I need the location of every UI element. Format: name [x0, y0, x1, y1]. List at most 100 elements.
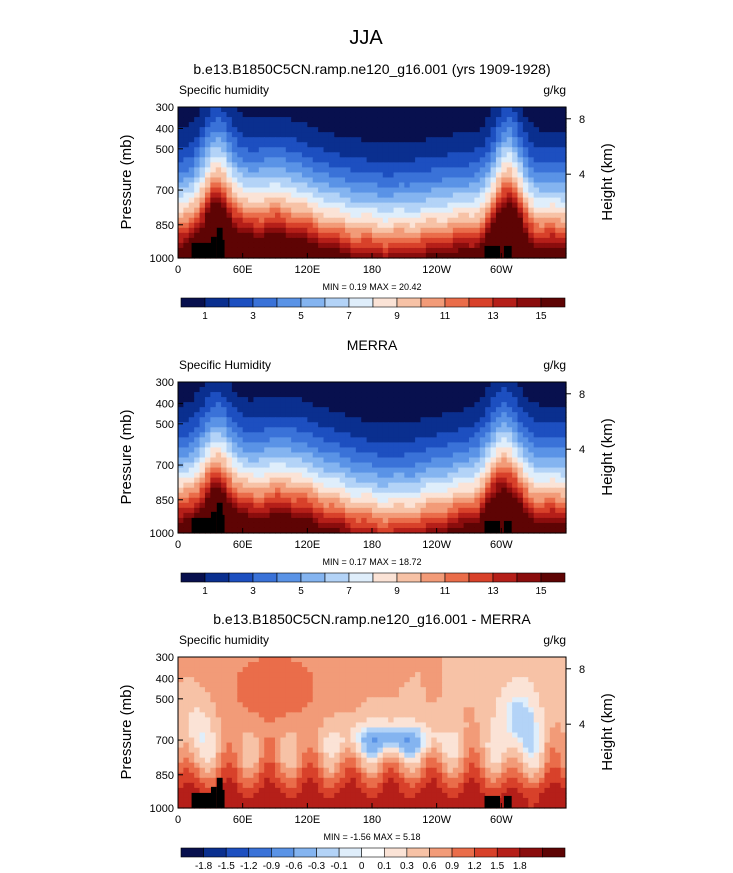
heatmap-cell: [269, 172, 276, 179]
heatmap-cell: [291, 677, 298, 683]
heatmap-cell: [350, 392, 357, 398]
heatmap-cell: [555, 222, 562, 229]
heatmap-cell: [194, 172, 201, 179]
heatmap-cell: [533, 407, 540, 413]
heatmap-cell: [458, 177, 465, 184]
heatmap-cell: [506, 432, 513, 438]
heatmap-cell: [215, 447, 222, 454]
heatmap-cell: [436, 482, 443, 489]
colorbar-swatch: [444, 572, 470, 583]
heatmap-cell: [506, 462, 513, 469]
heatmap-cell: [409, 462, 416, 469]
heatmap-cell: [377, 212, 384, 219]
heatmap-cell: [264, 402, 271, 408]
heatmap-cell: [275, 467, 281, 474]
heatmap-cell: [431, 182, 438, 189]
heatmap-cell: [377, 112, 384, 118]
heatmap-cell: [533, 497, 540, 504]
heatmap-cell: [301, 462, 308, 469]
heatmap-cell: [501, 212, 508, 219]
heatmap-cell: [436, 512, 443, 519]
panel-1-colorbar: 1 3 5 7 9 11 13 15: [180, 297, 566, 322]
heatmap-cell: [544, 397, 551, 403]
heatmap-cell: [350, 457, 357, 464]
heatmap-cell: [377, 252, 384, 259]
heatmap-cell: [501, 117, 508, 123]
heatmap-cell: [469, 202, 475, 209]
heatmap-cell: [469, 417, 475, 423]
heatmap-cell: [328, 192, 335, 199]
heatmap-cell: [183, 387, 190, 393]
heatmap-cell: [183, 417, 190, 423]
heatmap-cell: [560, 222, 567, 229]
heatmap-cell: [366, 172, 373, 179]
heatmap-cell: [382, 122, 389, 128]
heatmap-cell: [296, 387, 303, 393]
heatmap-cell: [415, 237, 422, 244]
heatmap-cell: [366, 232, 373, 239]
heatmap-cell: [345, 242, 352, 249]
heatmap-cell: [544, 442, 551, 449]
heatmap-cell: [355, 427, 362, 433]
height-tick-label: 4: [579, 444, 585, 456]
heatmap-cell: [533, 187, 540, 194]
heatmap-cell: [469, 492, 475, 499]
heatmap-cell: [210, 427, 217, 433]
heatmap-cell: [350, 227, 357, 234]
heatmap-cell: [404, 447, 411, 454]
heatmap-cell: [361, 227, 368, 234]
heatmap-cell: [512, 137, 519, 143]
heatmap-cell: [425, 182, 432, 189]
heatmap-cell: [188, 402, 195, 408]
heatmap-cell: [398, 467, 405, 474]
heatmap-cell: [479, 477, 486, 484]
heatmap-cell: [522, 422, 529, 428]
heatmap-cell: [280, 417, 287, 423]
heatmap-cell: [512, 512, 519, 519]
heatmap-cell: [248, 687, 255, 693]
heatmap-cell: [528, 122, 535, 128]
heatmap-cell: [533, 217, 540, 224]
heatmap-cell: [248, 232, 255, 239]
heatmap-cell: [506, 402, 513, 408]
heatmap-cell: [420, 122, 427, 128]
heatmap-cell: [382, 182, 389, 189]
heatmap-cell: [323, 402, 330, 408]
heatmap-cell: [350, 472, 357, 479]
heatmap-cell: [183, 477, 190, 484]
heatmap-cell: [458, 202, 465, 209]
panel-3-right-label: g/kg: [543, 633, 566, 647]
heatmap-cell: [469, 442, 475, 449]
heatmap-cell: [318, 222, 325, 229]
heatmap-cell: [194, 187, 201, 194]
heatmap-cell: [512, 457, 519, 464]
heatmap-cell: [231, 397, 238, 403]
heatmap-cell: [452, 212, 459, 219]
colorbar-swatch: [324, 572, 350, 583]
heatmap-cell: [539, 122, 546, 128]
heatmap-cell: [512, 412, 519, 418]
heatmap-cell: [501, 432, 508, 438]
heatmap-cell: [404, 237, 411, 244]
heatmap-cell: [269, 397, 276, 403]
heatmap-cell: [393, 132, 400, 138]
heatmap-cell: [420, 527, 427, 534]
heatmap-cell: [560, 247, 567, 254]
heatmap-cell: [334, 177, 341, 184]
heatmap-cell: [463, 152, 470, 158]
heatmap-cell: [307, 427, 314, 433]
heatmap-cell: [463, 417, 470, 423]
heatmap-cell: [221, 657, 228, 663]
heatmap-cell: [328, 232, 335, 239]
heatmap-cell: [248, 517, 255, 524]
heatmap-cell: [420, 497, 427, 504]
heatmap-cell: [458, 107, 465, 113]
heatmap-cell: [210, 217, 217, 224]
heatmap-cell: [204, 502, 211, 509]
heatmap-cell: [533, 222, 540, 229]
heatmap-cell: [242, 387, 249, 393]
heatmap-cell: [404, 187, 411, 194]
heatmap-cell: [436, 402, 443, 408]
heatmap-cell: [512, 197, 519, 204]
